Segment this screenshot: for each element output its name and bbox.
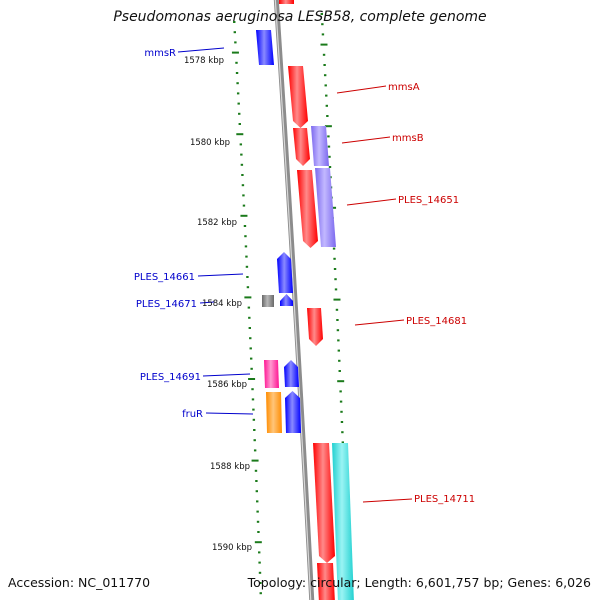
gene-feature-ples-14711 <box>313 443 335 563</box>
gene-label-fruR[interactable]: fruR <box>182 409 203 420</box>
gene-feature-red <box>279 0 294 4</box>
gene-feature-ples-14691-magenta <box>264 360 279 388</box>
leader-ples-14681 <box>354 319 405 326</box>
gene-label-mmsA[interactable]: mmsA <box>388 82 420 93</box>
leader-ples-14671 <box>199 301 215 304</box>
gene-feature-mmsB-purple <box>311 126 329 166</box>
leader-fruR <box>205 412 254 415</box>
gene-feature-fruR <box>285 391 301 433</box>
label-leaders <box>177 47 413 503</box>
gene-label-ples-14671[interactable]: PLES_14671 <box>136 299 197 310</box>
genome-backbone <box>273 0 315 600</box>
gene-feature-mmsB <box>293 128 310 166</box>
leader-ples-14711 <box>362 498 413 503</box>
accession-text: Accession: NC_011770 <box>8 575 151 590</box>
scale-label: 1590 kbp <box>212 543 252 553</box>
leader-ples-14661 <box>197 273 244 277</box>
leader-mmsR <box>177 47 225 53</box>
gene-feature-ples-14671 <box>280 294 293 306</box>
gene-label-mmsR[interactable]: mmsR <box>144 48 176 59</box>
scale-label: 1584 kbp <box>202 299 242 309</box>
leader-mmsB <box>341 136 391 144</box>
scale-label: 1578 kbp <box>184 56 224 66</box>
gene-label-mmsB[interactable]: mmsB <box>392 133 424 144</box>
gene-feature-ples-14661 <box>277 252 293 293</box>
scale-label: 1586 kbp <box>207 380 247 390</box>
leader-ples-14691 <box>202 373 251 377</box>
gene-feature-red-bottom <box>317 563 335 600</box>
scale-labels: 1578 kbp 1580 kbp 1582 kbp 1584 kbp 1586… <box>184 56 252 553</box>
scale-label: 1582 kbp <box>197 218 237 228</box>
gene-feature-ples-14711-cyan <box>332 443 354 600</box>
gene-label-ples-14661[interactable]: PLES_14661 <box>134 272 195 283</box>
gene-labels-left: mmsR PLES_14661 PLES_14671 PLES_14691 fr… <box>134 48 203 420</box>
gene-feature-fruR-orange <box>266 392 282 433</box>
gene-feature-mmsA <box>288 66 308 128</box>
gene-feature-ples-14681 <box>307 308 323 346</box>
gene-labels-right: mmsA mmsB PLES_14651 PLES_14681 PLES_147… <box>388 82 475 505</box>
leader-ples-14651 <box>346 198 397 206</box>
gene-feature-ples-14651 <box>297 170 318 248</box>
gene-label-ples-14681[interactable]: PLES_14681 <box>406 316 467 327</box>
scale-label: 1588 kbp <box>210 462 250 472</box>
gene-label-ples-14711[interactable]: PLES_14711 <box>414 494 475 505</box>
gene-label-ples-14651[interactable]: PLES_14651 <box>398 195 459 206</box>
leader-mmsA <box>336 85 387 94</box>
topology-summary-text: Topology: circular; Length: 6,601,757 bp… <box>247 575 591 590</box>
genome-backbone-highlight <box>274 0 312 600</box>
scale-label: 1580 kbp <box>190 138 230 148</box>
gene-features <box>256 0 354 600</box>
gene-label-ples-14691[interactable]: PLES_14691 <box>140 372 201 383</box>
gene-feature-ples-14651-purple <box>315 168 336 247</box>
gene-feature-ples-14671-grey <box>262 295 274 307</box>
gene-feature-mmsR <box>256 30 274 65</box>
gene-feature-ples-14691 <box>284 360 299 387</box>
